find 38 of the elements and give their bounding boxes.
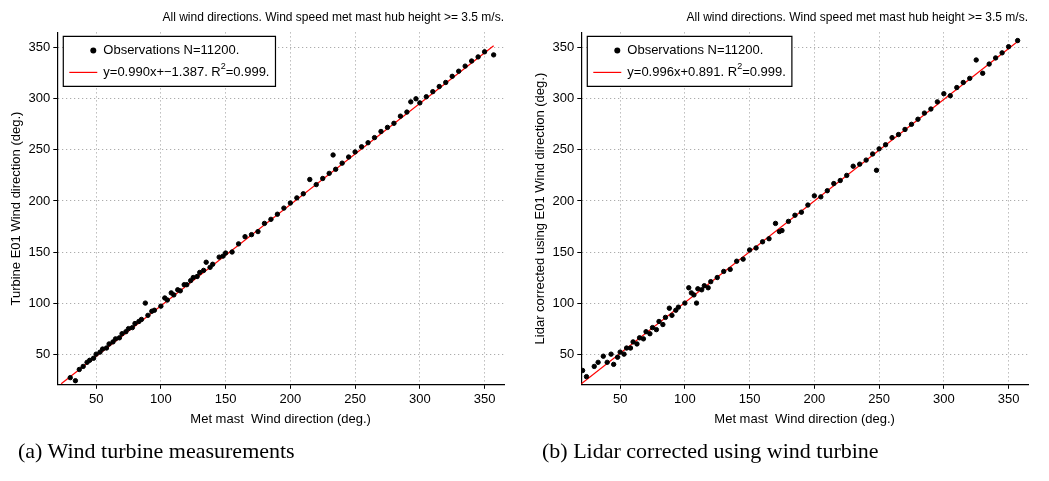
y-tick-label: 100 <box>552 294 575 310</box>
x-tick-label: 100 <box>150 391 172 407</box>
x-tick-label: 300 <box>932 391 955 407</box>
x-tick-label: 350 <box>997 391 1020 407</box>
y-tick-label: 200 <box>28 192 51 208</box>
y-tick-label: 300 <box>552 90 575 106</box>
x-tick-label: 100 <box>674 391 696 407</box>
y-tick-label: 350 <box>552 39 575 55</box>
x-tick-label: 150 <box>214 391 237 407</box>
x-tick-label: 300 <box>408 391 431 407</box>
y-tick-label: 150 <box>552 243 575 259</box>
y-tick-label: 250 <box>552 141 575 157</box>
y-axis-title: Turbine E01 Wind direction (deg.) <box>8 111 24 306</box>
y-axis-title: Lidar corrected using E01 Wind direction (deg.) <box>532 72 548 345</box>
y-tick-label: 350 <box>28 39 51 55</box>
x-tick-label: 200 <box>803 391 826 407</box>
x-tick-label: 50 <box>612 391 628 407</box>
y-tick-label: 150 <box>28 243 51 259</box>
text: (a) Wind turbine measurements <box>17 438 296 464</box>
x-tick-label: 50 <box>88 391 104 407</box>
legend-label: Observations N=11200. <box>627 41 764 57</box>
legend-label: Observations N=11200. <box>103 41 240 57</box>
x-tick-label: 200 <box>279 391 302 407</box>
x-tick-label: 350 <box>473 391 496 407</box>
x-axis-title: Met mast Wind direction (deg.) <box>190 410 371 426</box>
chart-title: All wind directions. Wind speed met mast hub height >= 3.5 m/s. <box>686 9 1028 24</box>
x-tick-label: 150 <box>738 391 761 407</box>
y-tick-label: 50 <box>559 345 575 361</box>
y-tick-label: 300 <box>28 90 51 106</box>
chart-title: All wind directions. Wind speed met mast hub height >= 3.5 m/s. <box>162 9 504 24</box>
y-tick-label: 250 <box>28 141 51 157</box>
x-axis-title: Met mast Wind direction (deg.) <box>714 410 895 426</box>
y-tick-label: 200 <box>552 192 575 208</box>
y-tick-label: 100 <box>28 294 51 310</box>
x-tick-label: 250 <box>344 391 366 407</box>
y-tick-label: 50 <box>35 345 51 361</box>
text: (b) Lidar corrected using wind turbine <box>541 438 880 464</box>
x-tick-label: 250 <box>868 391 890 407</box>
